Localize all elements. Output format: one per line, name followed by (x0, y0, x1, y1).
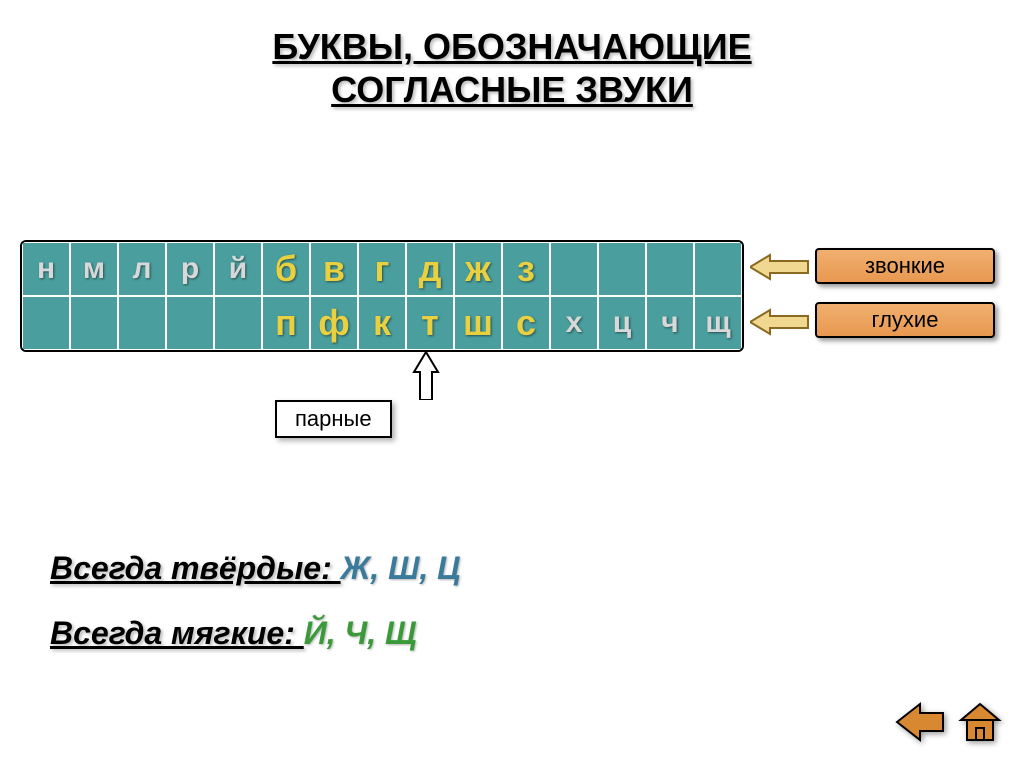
home-button[interactable] (955, 700, 1005, 744)
letter-cell: п (262, 296, 310, 350)
arrow-gluhie-icon (750, 308, 810, 336)
always-soft-line: Всегда мягкие: Й, Ч, Щ (50, 615, 417, 652)
consonant-table: нмлрйбвгджз пфктшсхцчщ (20, 240, 744, 352)
letter-cell: н (22, 242, 70, 296)
always-hard-line: Всегда твёрдые: Ж, Ш, Ц (50, 550, 461, 587)
letter-cell: м (70, 242, 118, 296)
always-soft-label: Всегда мягкие: (50, 615, 304, 651)
letter-cell: з (502, 242, 550, 296)
letter-cell (70, 296, 118, 350)
label-gluhie-text: глухие (872, 307, 939, 332)
letter-cell: к (358, 296, 406, 350)
letter-cell: ц (598, 296, 646, 350)
letter-cell (22, 296, 70, 350)
letter-cell: в (310, 242, 358, 296)
letter-cell: ч (646, 296, 694, 350)
title-line-2: СОГЛАСНЫЕ ЗВУКИ (331, 69, 693, 110)
letter-cell (598, 242, 646, 296)
letter-cell: г (358, 242, 406, 296)
letter-cell (166, 296, 214, 350)
letter-cell: с (502, 296, 550, 350)
letter-cell: л (118, 242, 166, 296)
label-gluhie: глухие (815, 302, 995, 338)
label-zvonkie-text: звонкие (865, 253, 945, 278)
letter-cell: р (166, 242, 214, 296)
back-button[interactable] (895, 700, 945, 744)
always-hard-letters: Ж, Ш, Ц (341, 550, 461, 586)
letter-cell (550, 242, 598, 296)
letter-cell: х (550, 296, 598, 350)
letter-cell (694, 242, 742, 296)
letter-cell (214, 296, 262, 350)
letter-cell: б (262, 242, 310, 296)
letter-cell: щ (694, 296, 742, 350)
letter-cell (646, 242, 694, 296)
always-hard-label: Всегда твёрдые: (50, 550, 341, 586)
letter-cell: ф (310, 296, 358, 350)
letter-cell: т (406, 296, 454, 350)
arrow-parnye-icon (412, 352, 440, 400)
arrow-zvonkie-icon (750, 253, 810, 281)
letter-cell: ж (454, 242, 502, 296)
letter-cell (118, 296, 166, 350)
letter-cell: д (406, 242, 454, 296)
always-soft-letters: Й, Ч, Щ (304, 615, 417, 651)
letter-cell: ш (454, 296, 502, 350)
label-zvonkie: звонкие (815, 248, 995, 284)
title-line-1: БУКВЫ, ОБОЗНАЧАЮЩИЕ (272, 26, 751, 67)
page-title: БУКВЫ, ОБОЗНАЧАЮЩИЕ СОГЛАСНЫЕ ЗВУКИ (0, 0, 1024, 111)
letter-cell: й (214, 242, 262, 296)
label-parnye-text: парные (295, 406, 372, 431)
label-parnye: парные (275, 400, 392, 438)
